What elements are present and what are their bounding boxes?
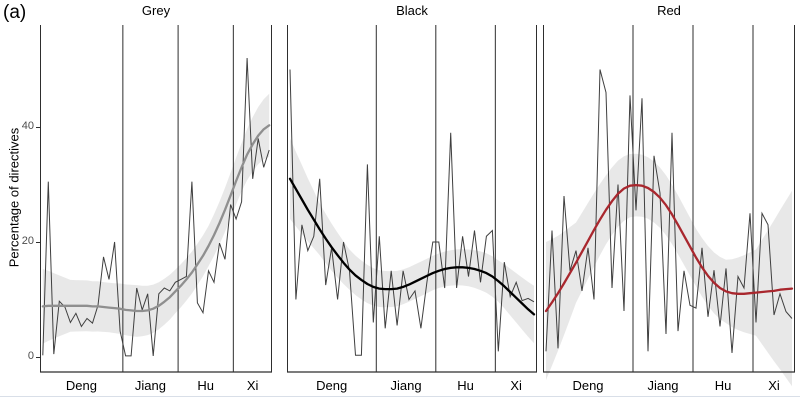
y-tick-mark — [36, 127, 40, 128]
panel-red — [543, 25, 795, 387]
trend-line — [41, 124, 271, 313]
trend-line — [288, 177, 536, 316]
y-tick-label: 0 — [27, 350, 34, 362]
trend-line — [544, 183, 794, 313]
panel-title-red: Red — [657, 3, 681, 18]
era-label-jiang: Jiang — [134, 378, 166, 393]
confidence-band — [546, 153, 792, 387]
panel-title-black: Black — [396, 3, 428, 18]
era-label-deng: Deng — [316, 378, 348, 393]
y-tick-label: 20 — [21, 235, 34, 247]
era-label-xi: Xi — [246, 378, 259, 393]
era-label-deng: Deng — [65, 378, 97, 393]
confidence-band — [42, 93, 270, 344]
panel-title-grey: Grey — [141, 3, 171, 18]
panel-grey — [40, 25, 272, 373]
era-label-deng: Deng — [572, 378, 604, 393]
era-label-hu: Hu — [457, 378, 474, 393]
y-tick-label: 40 — [21, 120, 34, 132]
yearly-series-line — [42, 57, 270, 357]
era-label-jiang: Jiang — [390, 378, 422, 393]
yearly-series-line — [545, 69, 793, 354]
confidence-band — [290, 138, 534, 344]
era-label-hu: Hu — [197, 378, 215, 393]
y-axis-label: Percentage of directives — [6, 127, 22, 268]
y-tick-mark — [36, 357, 40, 358]
era-label-jiang: Jiang — [647, 378, 679, 393]
figure-label: (a) — [3, 2, 27, 23]
bottom-rule — [0, 396, 800, 397]
era-label-hu: Hu — [714, 378, 732, 393]
y-tick-mark — [36, 242, 40, 243]
yearly-series-line — [289, 69, 535, 356]
era-label-xi: Xi — [510, 378, 522, 393]
era-label-xi: Xi — [768, 378, 780, 393]
panel-black — [287, 25, 537, 373]
